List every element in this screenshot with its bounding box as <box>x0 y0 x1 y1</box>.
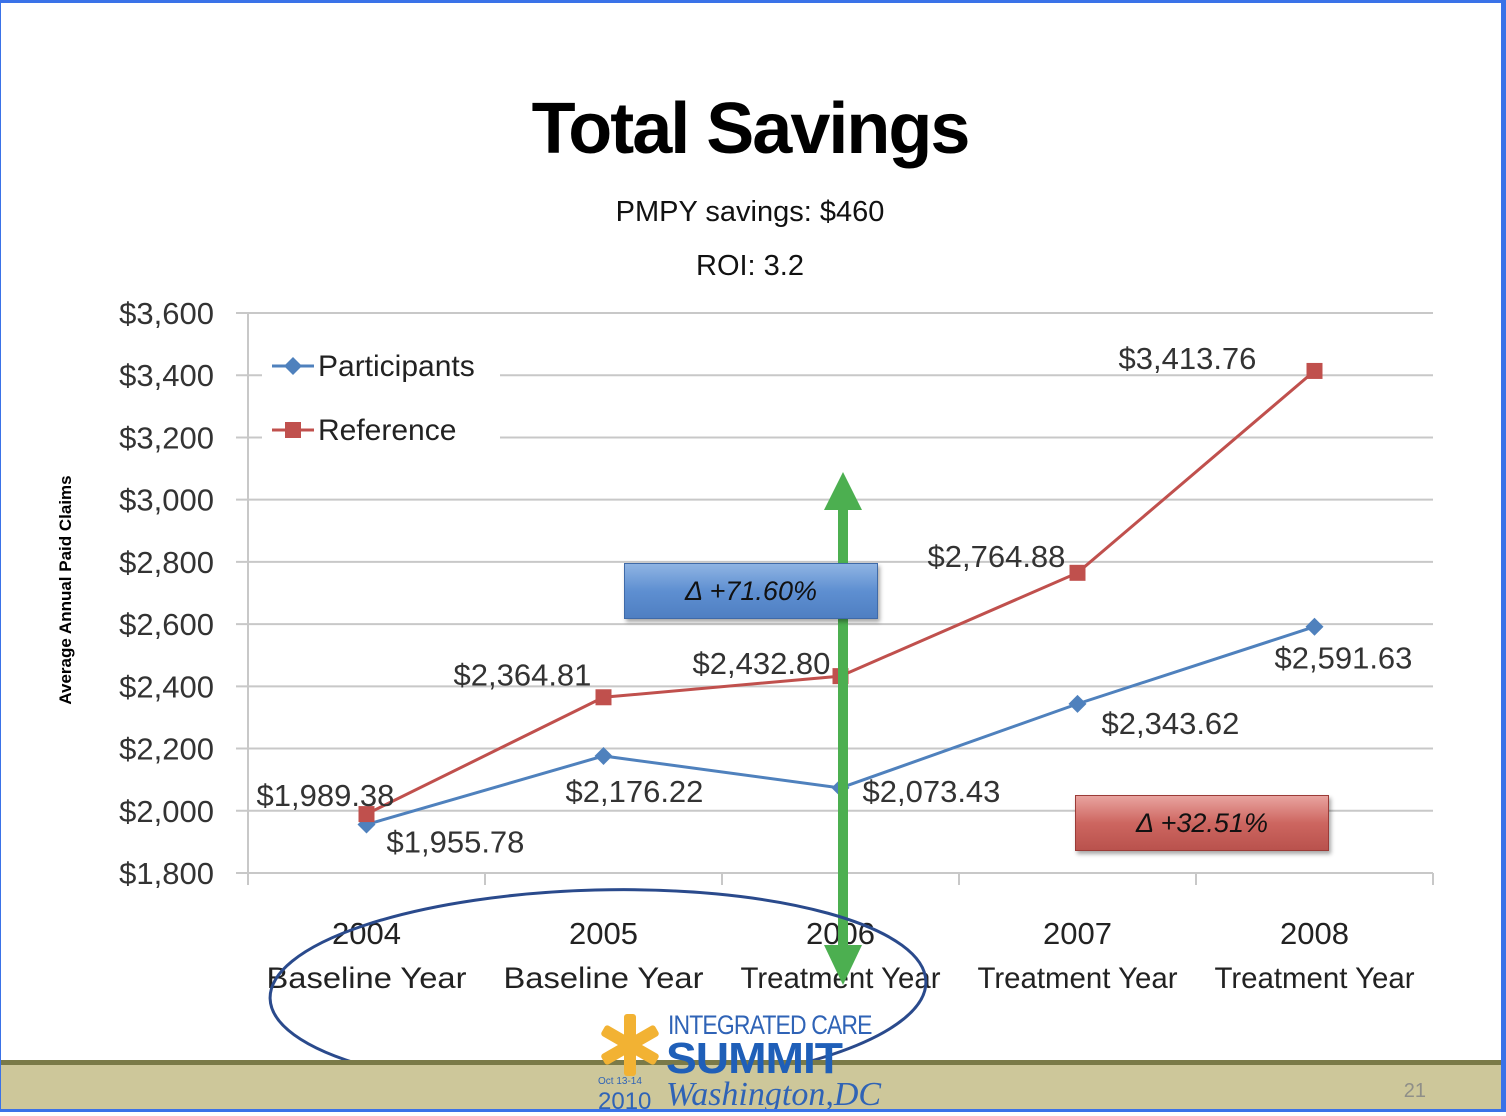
data-point-reference <box>358 806 375 823</box>
data-point-participants <box>594 746 613 765</box>
y-tick-label: $3,200 <box>119 420 214 455</box>
y-tick-label: $1,800 <box>119 856 214 891</box>
delta-participants-callout: Δ +32.51% <box>1075 795 1329 851</box>
y-tick-label: $3,000 <box>119 483 214 518</box>
x-tick-sublabel: Baseline Year <box>267 962 467 995</box>
data-labels: $1,955.78 $2,176.22 $2,073.43 $2,343.62 $2,5… <box>257 341 1413 860</box>
data-label-reference: $3,413.76 <box>1119 341 1257 376</box>
logo-star-icon <box>601 1014 659 1076</box>
data-label-participants: $2,073.43 <box>863 774 1001 809</box>
data-point-reference <box>595 689 612 706</box>
x-tick-label: 2007 <box>1043 916 1112 951</box>
legend-participants-label: Participants <box>318 350 475 383</box>
data-label-reference: $1,989.38 <box>257 778 395 813</box>
arrow-up-head <box>824 472 862 510</box>
legend-background <box>262 330 500 460</box>
data-label-reference: $2,432.80 <box>693 646 831 681</box>
data-label-participants: $2,176.22 <box>566 774 704 809</box>
data-label-reference: $2,364.81 <box>454 657 592 692</box>
green-double-arrow <box>824 472 862 985</box>
legend-reference-label: Reference <box>318 414 456 447</box>
data-label-participants: $1,955.78 <box>387 825 525 860</box>
roi-value: ROI: 3.2 <box>696 250 804 282</box>
pmpy-savings: PMPY savings: $460 <box>615 196 885 228</box>
data-label-participants: $2,343.62 <box>1102 706 1240 741</box>
data-label-participants: $2,591.63 <box>1275 641 1413 676</box>
data-point-participants <box>1068 694 1087 713</box>
y-tick-label: $2,200 <box>119 732 214 767</box>
data-point-reference <box>1306 362 1323 379</box>
legend-reference-marker <box>285 422 301 438</box>
arrow-down-head <box>824 945 862 985</box>
y-tick-label: $2,800 <box>119 545 214 580</box>
data-point-reference <box>1069 564 1086 581</box>
legend: Participants Reference <box>262 330 500 460</box>
footer-band <box>0 1060 1506 1112</box>
x-tick-sublabel: Treatment Year <box>1215 962 1415 995</box>
y-tick-label: $3,600 <box>119 296 214 331</box>
y-tick-label: $2,400 <box>119 669 214 704</box>
y-tick-label: $3,400 <box>119 358 214 393</box>
logo-line2: SUMMIT <box>666 1034 843 1083</box>
x-tick-sublabel: Treatment Year <box>978 962 1178 995</box>
x-tick-label: 2008 <box>1280 916 1349 951</box>
slide-title: Total Savings <box>531 89 971 169</box>
data-label-reference: $2,764.88 <box>928 539 1066 574</box>
page-number: 21 <box>1403 1080 1426 1102</box>
x-tick-label: 2005 <box>569 916 638 951</box>
logo-line1: INTEGRATED CARE <box>668 1010 872 1040</box>
logo-date: Oct 13-14 <box>598 1076 642 1087</box>
y-tick-label: $2,000 <box>119 794 214 829</box>
summit-logo: INTEGRATED CARE SUMMIT Oct 13-14 2010 Wa… <box>596 1008 906 1115</box>
delta-reference-callout: Δ +71.60% <box>624 563 878 619</box>
y-tick-label: $2,600 <box>119 607 214 642</box>
legend-participants-marker <box>284 357 302 375</box>
x-tick-sublabel: Baseline Year <box>504 962 704 995</box>
logo-line3: Washington,DC <box>666 1076 882 1113</box>
data-point-participants <box>1305 617 1324 636</box>
y-tick-labels: $1,800 $2,000 $2,200 $2,400 $2,600 $2,800 $3,0… <box>119 296 214 891</box>
